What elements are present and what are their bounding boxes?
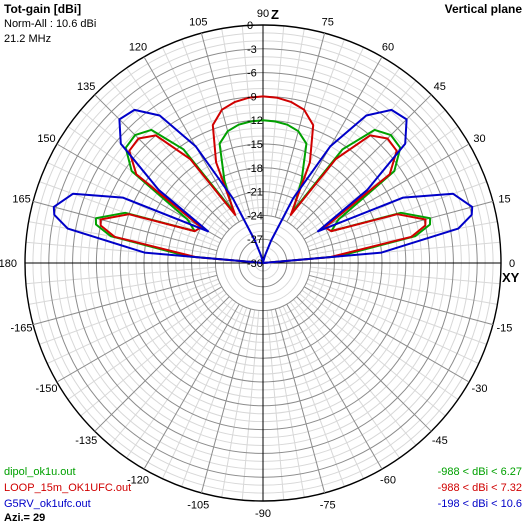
major-grid-spoke xyxy=(303,143,470,240)
angle-label: 90 xyxy=(257,8,269,20)
plane-label: Vertical plane xyxy=(444,2,522,16)
major-grid-spoke xyxy=(274,308,326,494)
angle-label: 120 xyxy=(129,41,147,53)
major-grid-spoke xyxy=(56,143,223,240)
series-line-1 xyxy=(99,95,427,264)
angle-label: 180 xyxy=(0,258,17,270)
angle-label: -150 xyxy=(35,383,57,395)
legend-range-g5rv: -198 < dBi < 10.6 xyxy=(437,498,522,510)
radial-tick-label: -9 xyxy=(247,91,257,103)
legend-range-dipol: -988 < dBi < 6.27 xyxy=(437,466,522,478)
azimuth-label: Azi.= 29 xyxy=(4,512,46,524)
legend-entry-g5rv: G5RV_ok1ufc.out xyxy=(4,498,91,510)
frequency-label: 21.2 MHz xyxy=(4,33,52,45)
major-grid-spoke xyxy=(32,200,218,252)
radial-tick-label: -12 xyxy=(247,115,263,127)
radial-tick-label: -6 xyxy=(247,68,257,80)
major-grid-spoke xyxy=(94,296,230,432)
series-line-2 xyxy=(52,108,474,264)
radial-tick-label: -3 xyxy=(247,44,257,56)
axis-xy-label: XY xyxy=(502,270,520,285)
major-grid-spoke xyxy=(56,286,223,383)
major-grid-spoke xyxy=(94,94,230,230)
angle-label: 75 xyxy=(322,17,334,29)
radial-tick-label: -30 xyxy=(247,258,263,270)
angle-label: 45 xyxy=(434,81,446,93)
angle-label: 105 xyxy=(189,17,207,29)
major-grid-spoke xyxy=(303,286,470,383)
major-grid-spoke xyxy=(143,56,240,223)
radial-tick-label: -27 xyxy=(247,234,263,246)
radial-tick-label: -15 xyxy=(247,139,263,151)
angle-label: -165 xyxy=(11,323,33,335)
angle-label: -90 xyxy=(255,508,271,520)
angle-label: -45 xyxy=(432,435,448,447)
angle-label: 15 xyxy=(498,193,510,205)
angle-label: 165 xyxy=(12,193,30,205)
legend-range-loop: -988 < dBi < 7.32 xyxy=(437,482,522,494)
legend-entry-dipol: dipol_ok1u.out xyxy=(4,466,76,478)
legend-entry-loop: LOOP_15m_OK1UFC.out xyxy=(4,482,132,494)
polar-labels: 0 -3 -6 -9 -12 -15 -18 -21 -24 -27 -30 0 15 30 45 60 75 9… xyxy=(0,7,520,520)
norm-label: Norm-All : 10.6 dBi xyxy=(4,18,97,30)
axis-z-label: Z xyxy=(271,7,279,22)
major-grid-spoke xyxy=(296,296,432,432)
series-line-0 xyxy=(94,119,432,264)
angle-label: -105 xyxy=(187,499,209,511)
major-grid-spoke xyxy=(32,274,218,326)
major-grid-spoke xyxy=(143,303,240,470)
angle-label: 150 xyxy=(37,133,55,145)
radial-tick-label: -18 xyxy=(247,163,263,175)
radial-tick-label: -21 xyxy=(247,187,263,199)
angle-label: 30 xyxy=(473,133,485,145)
angle-label: -75 xyxy=(320,499,336,511)
angle-label: -120 xyxy=(127,475,149,487)
angle-label: 60 xyxy=(382,41,394,53)
major-grid-spoke xyxy=(200,308,252,494)
major-grid-spoke xyxy=(296,94,432,230)
angle-label: -15 xyxy=(497,323,513,335)
angle-label: -60 xyxy=(380,475,396,487)
pattern-curves xyxy=(52,95,474,264)
quantity-label: Tot-gain [dBi] xyxy=(4,2,82,16)
major-grid-spoke xyxy=(308,274,494,326)
major-grid-spoke xyxy=(286,56,383,223)
major-grid-spoke xyxy=(308,200,494,252)
angle-label: -135 xyxy=(75,435,97,447)
angle-label: -30 xyxy=(472,383,488,395)
polar-grid xyxy=(24,24,502,502)
major-grid-spoke xyxy=(200,32,252,218)
radial-tick-label: -24 xyxy=(247,210,263,222)
major-grid-spoke xyxy=(286,303,383,470)
angle-label: 0 xyxy=(509,258,515,270)
major-grid-spoke xyxy=(274,32,326,218)
radial-tick-label: 0 xyxy=(247,20,253,32)
angle-label: 135 xyxy=(77,81,95,93)
